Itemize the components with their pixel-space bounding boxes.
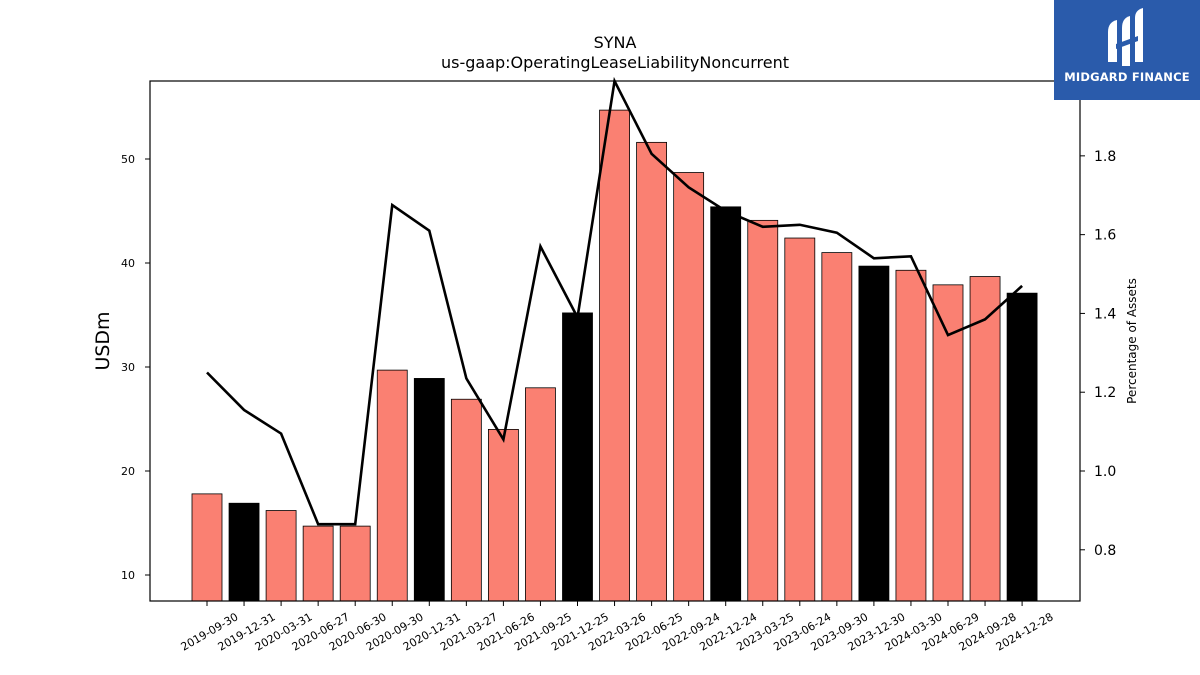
bar [821,252,853,602]
chart-title: SYNA [594,33,637,52]
left-axis: 10 20 30 40 50 [121,153,150,582]
bar [562,312,593,602]
y-tick-label: 50 [121,153,135,166]
y2-tick-label: 1.4 [1094,306,1116,322]
right-axis: 0.8 1.0 1.2 1.4 1.6 1.8 [1080,149,1116,559]
bar [228,502,260,602]
brand-logo: MIDGARD FINANCE [1054,0,1200,100]
chart-subtitle: us-gaap:OperatingLeaseLiabilityNoncurren… [441,53,789,72]
y2-tick-label: 1.6 [1094,228,1116,244]
y-tick-label: 10 [121,569,135,582]
bar [450,398,482,602]
logo-text: MIDGARD FINANCE [1064,70,1190,84]
bar [969,276,1001,602]
y2-tick-label: 0.8 [1094,543,1116,559]
bar [376,369,408,602]
y-tick-label: 40 [121,257,135,270]
bar [265,510,297,602]
bar [673,172,705,602]
y2-tick-label: 1.8 [1094,149,1116,165]
bar [1006,292,1038,602]
y2-tick-label: 1.0 [1094,464,1116,480]
bar [339,525,371,602]
y-tick-label: 20 [121,465,135,478]
logo-mark-icon [1108,8,1143,66]
bar [413,378,445,602]
bar [747,219,779,602]
bar [525,387,556,602]
bar [895,269,927,602]
bar [487,428,519,602]
bar-series [191,109,1038,602]
bar [599,109,630,602]
y-tick-label: 30 [121,361,135,374]
y2-axis-label: Percentage of Assets [1125,278,1139,404]
bar [784,237,816,602]
bar [858,265,890,602]
bar [710,206,742,602]
bar [191,493,223,602]
bar [302,525,334,602]
x-axis: 2019-09-302019-12-312020-03-312020-06-27… [179,601,1056,654]
y2-tick-label: 1.2 [1094,385,1116,401]
bar [636,141,667,602]
y-axis-label: USDm [92,311,114,370]
bar [932,284,964,602]
